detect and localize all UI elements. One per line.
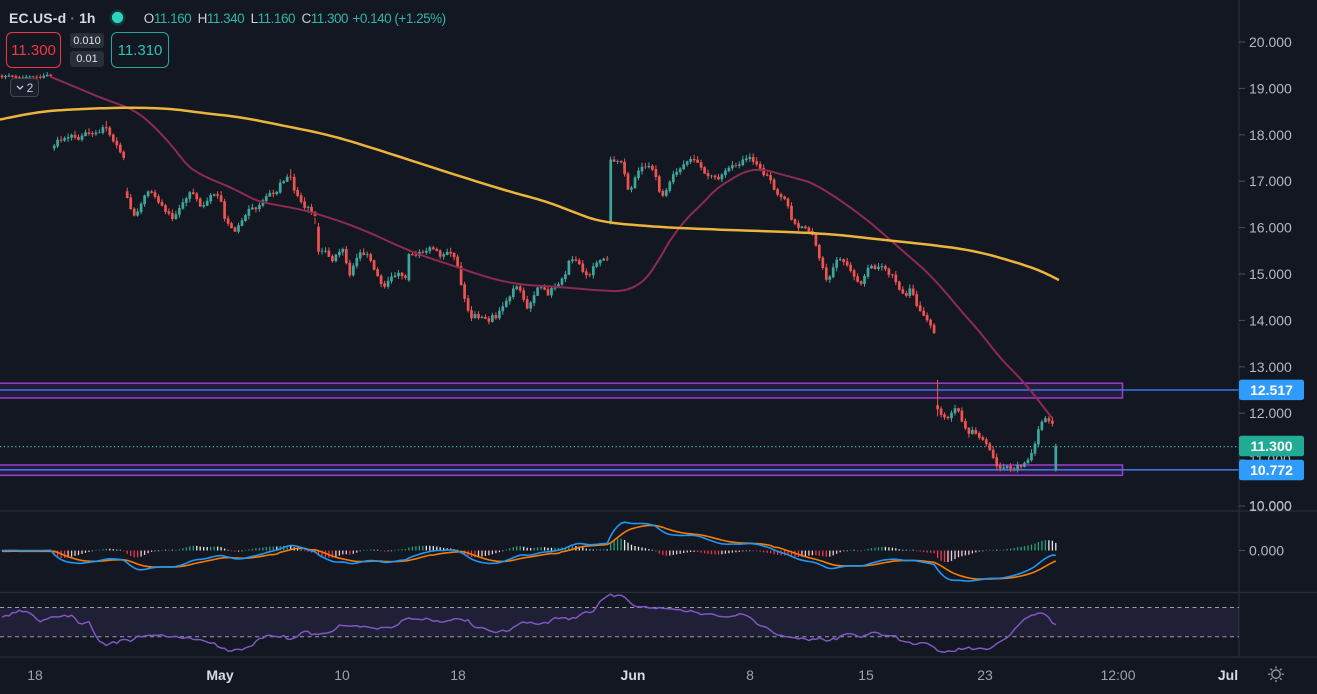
svg-text:12.517: 12.517 xyxy=(1250,382,1293,398)
svg-text:0.000: 0.000 xyxy=(1249,543,1284,559)
svg-text:Jun: Jun xyxy=(621,667,646,683)
svg-text:15: 15 xyxy=(858,667,874,683)
svg-text:13.000: 13.000 xyxy=(1249,359,1292,375)
svg-text:10.772: 10.772 xyxy=(1250,462,1293,478)
svg-text:14.000: 14.000 xyxy=(1249,312,1292,328)
svg-text:Jul: Jul xyxy=(1218,667,1238,683)
svg-text:19.000: 19.000 xyxy=(1249,80,1292,96)
svg-text:8: 8 xyxy=(746,667,754,683)
svg-text:18: 18 xyxy=(27,667,43,683)
svg-text:15.000: 15.000 xyxy=(1249,266,1292,282)
svg-text:23: 23 xyxy=(977,667,993,683)
svg-text:10: 10 xyxy=(334,667,350,683)
svg-text:May: May xyxy=(206,667,233,683)
svg-text:16.000: 16.000 xyxy=(1249,220,1292,236)
svg-text:17.000: 17.000 xyxy=(1249,173,1292,189)
svg-text:12:00: 12:00 xyxy=(1100,667,1135,683)
svg-text:18: 18 xyxy=(450,667,466,683)
svg-text:12.000: 12.000 xyxy=(1249,405,1292,421)
svg-text:20.000: 20.000 xyxy=(1249,34,1292,50)
svg-text:10.000: 10.000 xyxy=(1249,498,1292,514)
svg-text:18.000: 18.000 xyxy=(1249,127,1292,143)
svg-text:11.300: 11.300 xyxy=(1250,438,1292,454)
svg-text:10.000: 10.000 xyxy=(1249,498,1292,514)
